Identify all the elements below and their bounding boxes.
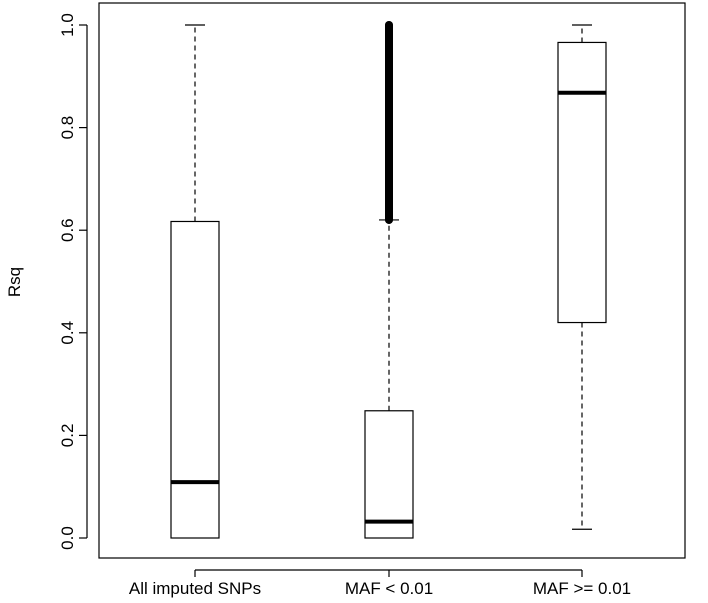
x-tick-label: All imputed SNPs — [129, 579, 261, 598]
y-tick-label: 0.2 — [58, 424, 77, 448]
y-tick-label: 0.6 — [58, 218, 77, 242]
x-tick-label: MAF >= 0.01 — [533, 579, 631, 598]
y-tick-label: 0.4 — [58, 321, 77, 345]
boxes — [170, 21, 607, 539]
x-axis: All imputed SNPs MAF < 0.01 MAF >= 0.01 — [129, 569, 631, 598]
box-group — [557, 24, 607, 530]
y-tick-label: 1.0 — [58, 13, 77, 37]
box-iqr — [364, 410, 414, 539]
box-iqr — [557, 41, 607, 324]
plot-frame — [98, 2, 686, 559]
y-axis: 0.0 0.2 0.4 0.6 0.8 1.0 — [58, 13, 88, 550]
outlier-points — [385, 21, 393, 224]
x-tick-label: MAF < 0.01 — [345, 579, 433, 598]
y-tick-label: 0.0 — [58, 526, 77, 550]
box-group — [364, 21, 414, 539]
box-group — [170, 24, 220, 539]
y-tick-label: 0.8 — [58, 116, 77, 140]
box-iqr — [170, 220, 220, 539]
y-axis-label: Rsq — [5, 267, 24, 297]
